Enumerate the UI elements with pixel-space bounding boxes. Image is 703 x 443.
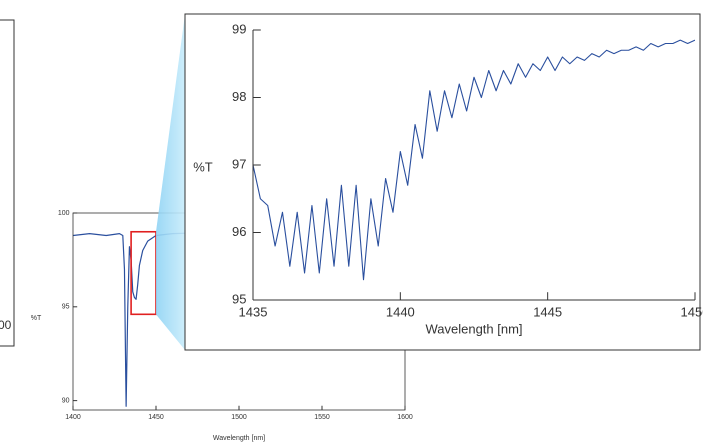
zoom-wedge <box>156 14 185 350</box>
x-tick-label: 1400 <box>65 414 81 421</box>
x-tick-label: 1445 <box>533 304 562 319</box>
cropped-frame <box>0 19 15 347</box>
x-tick-label: 1440 <box>386 304 415 319</box>
plot-area <box>253 39 695 281</box>
x-axis-label: Wavelength [nm] <box>213 435 265 442</box>
x-tick-label: 1600 <box>397 414 413 421</box>
y-tick-label: 100 <box>58 210 70 217</box>
y-tick-label: 98 <box>232 89 246 104</box>
chart: 1435 1440 1445 1450 95 96 97 98 99 %T Wavelength [… <box>184 13 703 351</box>
x-tick-label: 1500 <box>231 414 247 421</box>
y-tick-label: 95 <box>232 291 246 306</box>
x-tick-label: 1450 <box>681 304 703 319</box>
data-line <box>253 39 695 281</box>
cropped-panel: 00 <box>0 19 15 347</box>
y-axis-label: %T <box>31 315 42 322</box>
y-tick-label: 90 <box>62 397 70 404</box>
y-axis-label: %T <box>193 159 213 174</box>
x-tick-label: 1550 <box>314 414 330 421</box>
x-axis-label: Wavelength [nm] <box>425 321 522 336</box>
x-tick-label: 1450 <box>148 414 164 421</box>
zoom-highlight <box>130 230 157 316</box>
cropped-label: 00 <box>0 318 12 332</box>
y-tick-label: 97 <box>232 156 246 171</box>
y-tick-label: 99 <box>232 21 246 36</box>
x-tick-label: 1435 <box>239 304 268 319</box>
zoom-panel <box>184 13 701 351</box>
y-tick-label: 96 <box>232 224 246 239</box>
y-tick-label: 95 <box>62 304 70 311</box>
